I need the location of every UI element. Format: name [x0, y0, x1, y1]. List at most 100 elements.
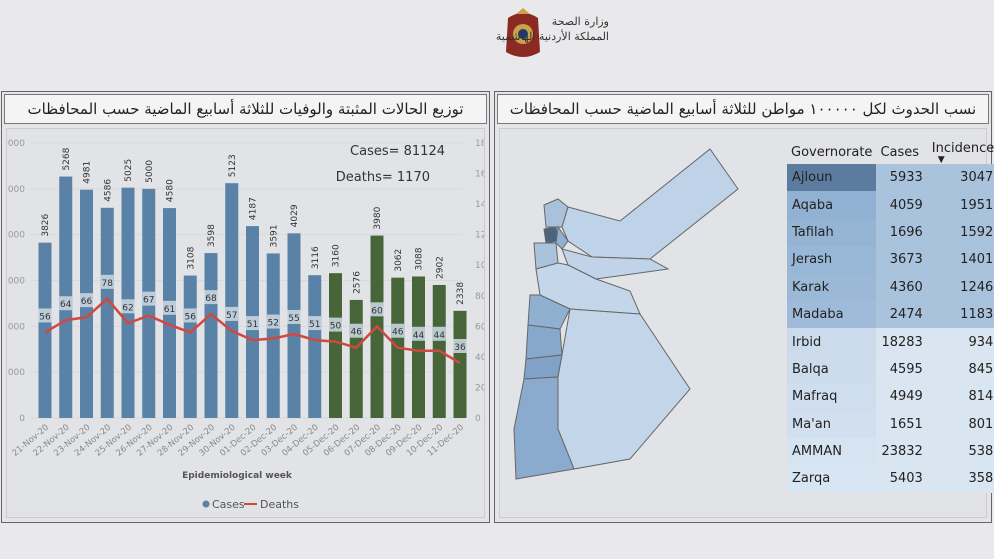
table-row[interactable]: Mafraq 4949 814 — [787, 383, 994, 411]
deaths-label-box — [183, 308, 197, 323]
sort-desc-icon[interactable]: ▼ — [937, 155, 945, 165]
incidence-cell: 538 — [968, 444, 994, 460]
cases-bar — [266, 253, 280, 418]
y2-tick-label: 120 — [475, 231, 484, 241]
table-row[interactable]: Madaba 2474 1183 — [787, 300, 994, 329]
table-row[interactable]: Ajloun 5933 3047 — [787, 164, 994, 192]
cases-data-label: 3062 — [394, 249, 404, 272]
table-row[interactable]: AMMAN 23832 538 — [787, 437, 994, 466]
cases-total: Cases= 81124 — [350, 144, 445, 159]
map-karak[interactable] — [525, 324, 563, 360]
deaths-data-label: 68 — [205, 294, 217, 304]
governorate-cell: Zarqa — [787, 465, 877, 493]
right-panel-title: نسب الحدوث لكل ١٠٠٠٠٠ مواطن للثلاثة أساب… — [497, 94, 989, 124]
table-row[interactable]: Karak 4360 1246 — [787, 273, 994, 301]
deaths-label-box — [329, 317, 342, 332]
deaths-label-box — [287, 309, 301, 324]
map-madaba[interactable] — [527, 294, 571, 330]
y-tick-label: 4000 — [7, 231, 25, 241]
cases-data-label: 4586 — [103, 179, 113, 202]
deaths-data-label: 56 — [185, 312, 197, 322]
col-incidence-label: Incidence — [931, 141, 994, 156]
cases-data-label: 4580 — [166, 179, 176, 202]
incidence-area: Governorate Cases Incidence ▼ Ajloun 5933 3… — [499, 128, 994, 518]
governorate-cell: Karak — [787, 273, 877, 301]
y-tick-label: 0 — [19, 414, 25, 424]
cases-data-label: 4029 — [290, 204, 300, 227]
y2-tick-label: 160 — [475, 170, 484, 180]
cases-data-label: 3160 — [332, 244, 342, 267]
table-row[interactable]: Balqa 4595 845 — [787, 355, 994, 384]
governorate-cell: Jerash — [787, 246, 877, 274]
governorate-cell: Aqaba — [787, 191, 877, 219]
table-row[interactable]: Tafilah 1696 1592 — [787, 218, 994, 247]
cases-data-label: 3116 — [311, 246, 321, 269]
cases-bar — [329, 273, 342, 418]
table-row[interactable]: Aqaba 4059 1951 — [787, 191, 994, 219]
deaths-label-box — [453, 339, 467, 353]
deaths-label-box — [121, 299, 135, 314]
incidence-cell: 1246 — [960, 279, 994, 295]
incidence-cell: 814 — [968, 389, 994, 405]
map-tafilah[interactable] — [523, 354, 563, 380]
legend-cases-marker — [202, 500, 210, 508]
coat-of-arms-logo — [506, 8, 540, 57]
cases-data-label: 3826 — [41, 213, 51, 236]
cases-bar — [38, 242, 52, 418]
governorate-cell: Tafilah — [787, 218, 877, 247]
col-incidence[interactable]: Incidence ▼ — [928, 141, 994, 165]
cases-data-label: 5025 — [124, 159, 134, 182]
deaths-label-box — [163, 300, 176, 315]
table-row[interactable]: Zarqa 5403 358 — [787, 465, 994, 493]
table-row[interactable]: Ma'an 1651 801 — [787, 410, 994, 438]
cases-deaths-panel: توزيع الحالات المثبتة والوفيات للثلاثة أ… — [1, 91, 492, 523]
deaths-label-box — [391, 323, 405, 338]
deaths-label-box — [370, 302, 384, 317]
deaths-label-box — [225, 306, 239, 321]
jordan-map — [513, 148, 739, 480]
y-tick-label: 6000 — [7, 139, 25, 149]
map-mafraq[interactable] — [561, 148, 739, 260]
y2-tick-label: 180 — [475, 139, 484, 149]
cases-bar — [453, 310, 467, 418]
deaths-label-box — [100, 274, 114, 289]
governorate-cell: Irbid — [787, 328, 877, 356]
cases-bar — [204, 253, 218, 418]
deaths-data-label: 46 — [392, 328, 404, 338]
deaths-data-label: 61 — [164, 305, 175, 315]
deaths-data-label: 64 — [60, 300, 72, 310]
y2-tick-label: 20 — [475, 383, 484, 393]
y2-tick-label: 60 — [475, 322, 484, 332]
deaths-label-box — [80, 293, 93, 308]
cases-cell: 23832 — [881, 444, 923, 460]
cases-bar — [308, 275, 322, 418]
cases-data-label: 5268 — [62, 147, 72, 170]
col-cases[interactable]: Cases — [880, 145, 920, 160]
cases-cell: 3673 — [889, 252, 923, 268]
cases-cell: 4595 — [889, 361, 923, 377]
deaths-data-label: 78 — [102, 279, 114, 289]
deaths-data-label: 56 — [39, 312, 51, 322]
map-maan[interactable] — [557, 308, 691, 470]
governorate-cell: Ma'an — [787, 410, 877, 438]
incidence-cell: 1951 — [960, 197, 994, 213]
governorate-cell: Ajloun — [787, 164, 877, 192]
cases-data-label: 2338 — [456, 282, 466, 305]
deaths-data-label: 44 — [434, 331, 446, 341]
incidence-cell: 801 — [968, 416, 994, 432]
map-aqaba[interactable] — [513, 376, 575, 480]
deaths-label-box — [266, 314, 280, 329]
cases-data-label: 4187 — [249, 197, 259, 220]
cases-bar — [225, 183, 239, 418]
col-governorate[interactable]: Governorate — [791, 145, 873, 160]
incidence-cell: 934 — [968, 334, 994, 350]
cases-cell: 1651 — [889, 416, 923, 432]
deaths-data-label: 52 — [268, 319, 279, 329]
cases-bar — [183, 275, 197, 418]
table-row[interactable]: Irbid 18283 934 — [787, 328, 994, 356]
legend-cases: Cases — [212, 498, 245, 511]
cases-cell: 5933 — [889, 170, 923, 186]
table-row[interactable]: Jerash 3673 1401 — [787, 246, 994, 274]
ministry-name: وزارة الصحة المملكة الأردنية الهاشمية — [496, 14, 609, 44]
governorate-cell: Madaba — [787, 300, 877, 329]
